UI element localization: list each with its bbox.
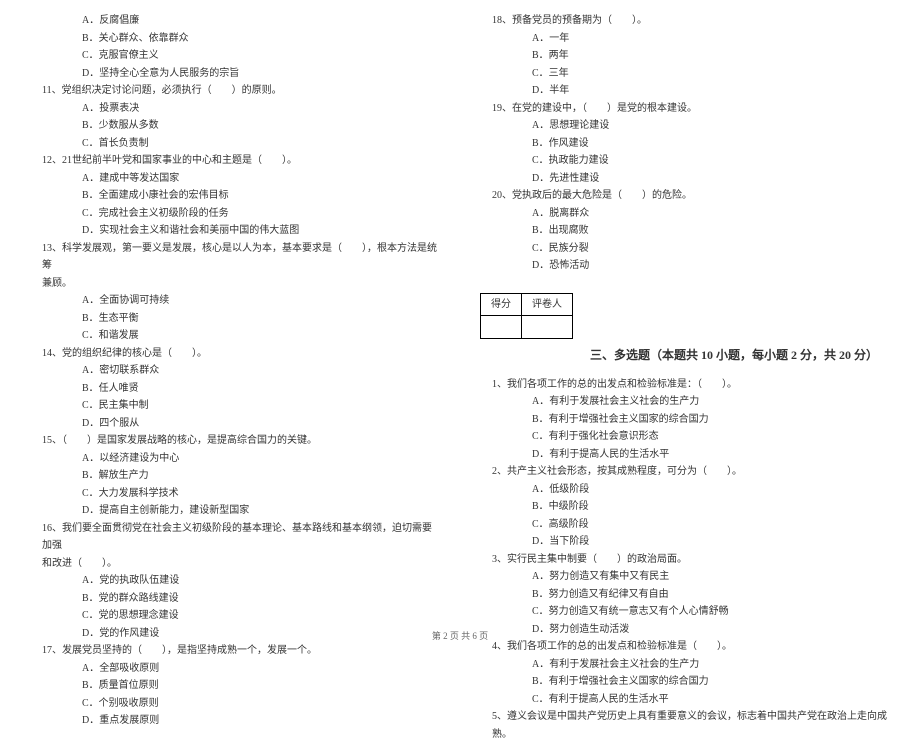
m3-opt-a: A．努力创造又有集中又有民主	[480, 568, 890, 586]
q20: 20、党执政后的最大危险是（ ）的危险。	[480, 187, 890, 205]
q18: 18、预备党员的预备期为（ ）。	[480, 12, 890, 30]
q11-opt-b: B．少数服从多数	[30, 117, 440, 135]
m4-opt-c: C．有利于提高人民的生活水平	[480, 691, 890, 709]
m1-opt-c: C．有利于强化社会意识形态	[480, 428, 890, 446]
m5: 5、遵义会议是中国共产党历史上具有重要意义的会议，标志着中国共产党在政治上走向成…	[480, 708, 890, 743]
q13-opt-c: C．和谐发展	[30, 327, 440, 345]
q13-cont: 兼顾。	[30, 275, 440, 293]
q11-opt-a: A．投票表决	[30, 100, 440, 118]
score-label: 得分	[481, 293, 522, 316]
m4-opt-b: B．有利于增强社会主义国家的综合国力	[480, 673, 890, 691]
q10-opt-d: D．坚持全心全意为人民服务的宗旨	[30, 65, 440, 83]
m1: 1、我们各项工作的总的出发点和检验标准是：（ ）。	[480, 376, 890, 394]
right-column: 18、预备党员的预备期为（ ）。 A．一年 B．两年 C．三年 D．半年 19、…	[480, 12, 890, 612]
q12: 12、21世纪前半叶党和国家事业的中心和主题是（ ）。	[30, 152, 440, 170]
m3: 3、实行民主集中制要（ ）的政治局面。	[480, 551, 890, 569]
q20-opt-b: B．出现腐败	[480, 222, 890, 240]
q19-opt-d: D．先进性建设	[480, 170, 890, 188]
q20-opt-d: D．恐怖活动	[480, 257, 890, 275]
q17-opt-c: C．个别吸收原则	[30, 695, 440, 713]
q12-opt-a: A．建成中等发达国家	[30, 170, 440, 188]
score-value	[481, 316, 522, 339]
q10-opt-a: A．反腐倡廉	[30, 12, 440, 30]
m3-opt-c: C．努力创造又有统一意志又有个人心情舒畅	[480, 603, 890, 621]
q13-opt-b: B．生态平衡	[30, 310, 440, 328]
m4-opt-a: A．有利于发展社会主义社会的生产力	[480, 656, 890, 674]
m1-opt-b: B．有利于增强社会主义国家的综合国力	[480, 411, 890, 429]
m1-opt-d: D．有利于提高人民的生活水平	[480, 446, 890, 464]
q15-opt-b: B．解放生产力	[30, 467, 440, 485]
q13: 13、科学发展观，第一要义是发展，核心是以人为本，基本要求是（ ），根本方法是统…	[30, 240, 440, 275]
q14-opt-c: C．民主集中制	[30, 397, 440, 415]
q14-opt-a: A．密切联系群众	[30, 362, 440, 380]
q10-opt-b: B．关心群众、依靠群众	[30, 30, 440, 48]
q14-opt-b: B．任人唯贤	[30, 380, 440, 398]
section3-title: 三、多选题（本题共 10 小题，每小题 2 分，共 20 分）	[590, 345, 890, 366]
m2-opt-d: D．当下阶段	[480, 533, 890, 551]
q20-opt-a: A．脱离群众	[480, 205, 890, 223]
left-column: A．反腐倡廉 B．关心群众、依靠群众 C．克服官僚主义 D．坚持全心全意为人民服…	[30, 12, 440, 612]
q14-opt-d: D．四个服从	[30, 415, 440, 433]
q16-opt-a: A．党的执政队伍建设	[30, 572, 440, 590]
page-footer: 第 2 页 共 6 页	[0, 629, 920, 642]
q12-opt-c: C．完成社会主义初级阶段的任务	[30, 205, 440, 223]
q16-opt-b: B．党的群众路线建设	[30, 590, 440, 608]
q16-cont: 和改进（ ）。	[30, 555, 440, 573]
q17-opt-b: B．质量首位原则	[30, 677, 440, 695]
q10-opt-c: C．克服官僚主义	[30, 47, 440, 65]
q18-opt-d: D．半年	[480, 82, 890, 100]
q19: 19、在党的建设中，（ ）是党的根本建设。	[480, 100, 890, 118]
q15-opt-a: A．以经济建设为中心	[30, 450, 440, 468]
q17-opt-a: A．全部吸收原则	[30, 660, 440, 678]
q13-opt-a: A．全面协调可持续	[30, 292, 440, 310]
q15-opt-c: C．大力发展科学技术	[30, 485, 440, 503]
score-table: 得分 评卷人	[480, 293, 573, 339]
m2: 2、共产主义社会形态，按其成熟程度，可分为（ ）。	[480, 463, 890, 481]
q19-opt-b: B．作风建设	[480, 135, 890, 153]
q14: 14、党的组织纪律的核心是（ ）。	[30, 345, 440, 363]
q18-opt-a: A．一年	[480, 30, 890, 48]
q15-opt-d: D．提高自主创新能力，建设新型国家	[30, 502, 440, 520]
m1-opt-a: A．有利于发展社会主义社会的生产力	[480, 393, 890, 411]
q16: 16、我们要全面贯彻党在社会主义初级阶段的基本理论、基本路线和基本纲领，迫切需要…	[30, 520, 440, 555]
m3-opt-b: B．努力创造又有纪律又有自由	[480, 586, 890, 604]
q18-opt-b: B．两年	[480, 47, 890, 65]
grader-value	[522, 316, 573, 339]
q17-opt-d: D．重点发展原则	[30, 712, 440, 730]
q12-opt-b: B．全面建成小康社会的宏伟目标	[30, 187, 440, 205]
q19-opt-a: A．思想理论建设	[480, 117, 890, 135]
q18-opt-c: C．三年	[480, 65, 890, 83]
m2-opt-c: C．高级阶段	[480, 516, 890, 534]
q11: 11、党组织决定讨论问题，必须执行（ ）的原则。	[30, 82, 440, 100]
q19-opt-c: C．执政能力建设	[480, 152, 890, 170]
m2-opt-a: A．低级阶段	[480, 481, 890, 499]
q16-opt-c: C．党的思想理念建设	[30, 607, 440, 625]
m2-opt-b: B．中级阶段	[480, 498, 890, 516]
q11-opt-c: C．首长负责制	[30, 135, 440, 153]
grader-label: 评卷人	[522, 293, 573, 316]
q20-opt-c: C．民族分裂	[480, 240, 890, 258]
q12-opt-d: D．实现社会主义和谐社会和美丽中国的伟大蓝图	[30, 222, 440, 240]
q17: 17、发展党员坚持的（ ），是指坚持成熟一个，发展一个。	[30, 642, 440, 660]
q15: 15、（ ）是国家发展战略的核心，是提高综合国力的关键。	[30, 432, 440, 450]
